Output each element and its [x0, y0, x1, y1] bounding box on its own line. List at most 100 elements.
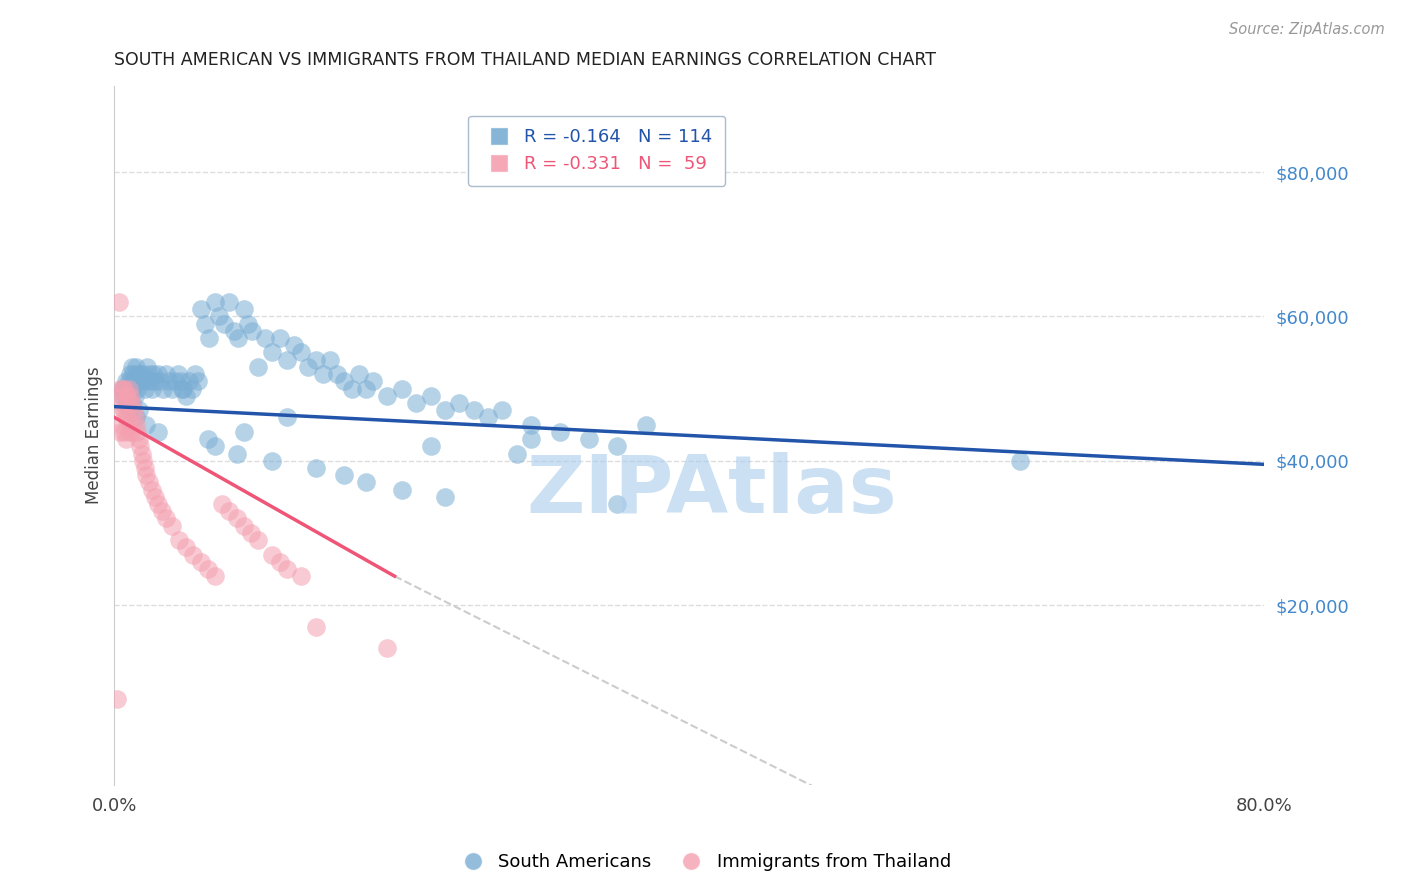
Point [354, 382, 377, 396]
Point [1008, 454, 1031, 468]
Point [131, 375, 153, 389]
Point [127, 367, 149, 381]
Point [120, 389, 142, 403]
Point [204, 569, 226, 583]
Point [152, 382, 174, 396]
Point [146, 367, 169, 381]
Point [290, 345, 312, 359]
Point [449, 396, 471, 410]
Point [138, 475, 160, 490]
Point [122, 367, 145, 381]
Point [129, 439, 152, 453]
Point [118, 396, 141, 410]
Point [115, 432, 138, 446]
Point [197, 432, 219, 446]
Point [135, 375, 157, 389]
Point [170, 382, 193, 396]
Point [172, 382, 194, 396]
Point [304, 620, 326, 634]
Point [118, 382, 141, 396]
Point [225, 446, 247, 460]
Point [107, 295, 129, 310]
Point [141, 483, 163, 497]
Point [136, 359, 159, 374]
Point [146, 425, 169, 439]
Point [108, 425, 131, 439]
Point [333, 375, 356, 389]
Point [212, 317, 235, 331]
Point [333, 468, 356, 483]
Point [112, 403, 135, 417]
Point [127, 382, 149, 396]
Point [121, 396, 143, 410]
Point [125, 375, 148, 389]
Point [117, 382, 139, 396]
Point [118, 375, 141, 389]
Point [269, 555, 291, 569]
Point [125, 410, 148, 425]
Point [222, 324, 245, 338]
Point [276, 410, 298, 425]
Point [155, 367, 177, 381]
Point [304, 461, 326, 475]
Point [240, 324, 263, 338]
Point [114, 425, 136, 439]
Point [606, 439, 628, 453]
Point [276, 352, 298, 367]
Point [636, 417, 658, 432]
Point [120, 367, 142, 381]
Point [121, 375, 143, 389]
Point [463, 403, 485, 417]
Point [361, 375, 384, 389]
Point [112, 389, 135, 403]
Legend: R = -0.164   N = 114, R = -0.331   N =  59: R = -0.164 N = 114, R = -0.331 N = 59 [468, 116, 725, 186]
Point [290, 569, 312, 583]
Point [254, 331, 277, 345]
Point [125, 359, 148, 374]
Point [179, 375, 201, 389]
Point [112, 382, 135, 396]
Point [117, 389, 139, 403]
Point [128, 375, 150, 389]
Point [347, 367, 370, 381]
Point [304, 352, 326, 367]
Point [117, 396, 139, 410]
Point [121, 359, 143, 374]
Point [128, 432, 150, 446]
Point [114, 382, 136, 396]
Text: Source: ZipAtlas.com: Source: ZipAtlas.com [1229, 22, 1385, 37]
Point [183, 548, 205, 562]
Point [150, 504, 173, 518]
Point [578, 432, 600, 446]
Point [226, 331, 249, 345]
Point [122, 403, 145, 417]
Point [433, 490, 456, 504]
Point [187, 375, 209, 389]
Point [118, 425, 141, 439]
Point [247, 533, 270, 548]
Point [211, 497, 233, 511]
Point [194, 317, 217, 331]
Legend: South Americans, Immigrants from Thailand: South Americans, Immigrants from Thailan… [449, 847, 957, 879]
Point [181, 382, 204, 396]
Point [131, 446, 153, 460]
Point [105, 691, 128, 706]
Point [134, 461, 156, 475]
Point [204, 295, 226, 310]
Point [124, 375, 146, 389]
Point [149, 375, 172, 389]
Point [283, 338, 305, 352]
Point [124, 410, 146, 425]
Point [138, 367, 160, 381]
Point [110, 396, 132, 410]
Point [198, 331, 221, 345]
Text: SOUTH AMERICAN VS IMMIGRANTS FROM THAILAND MEDIAN EARNINGS CORRELATION CHART: SOUTH AMERICAN VS IMMIGRANTS FROM THAILA… [114, 51, 936, 69]
Point [114, 382, 136, 396]
Point [520, 417, 543, 432]
Point [297, 359, 319, 374]
Point [141, 382, 163, 396]
Point [120, 382, 142, 396]
Point [114, 403, 136, 417]
Point [319, 352, 342, 367]
Point [433, 403, 456, 417]
